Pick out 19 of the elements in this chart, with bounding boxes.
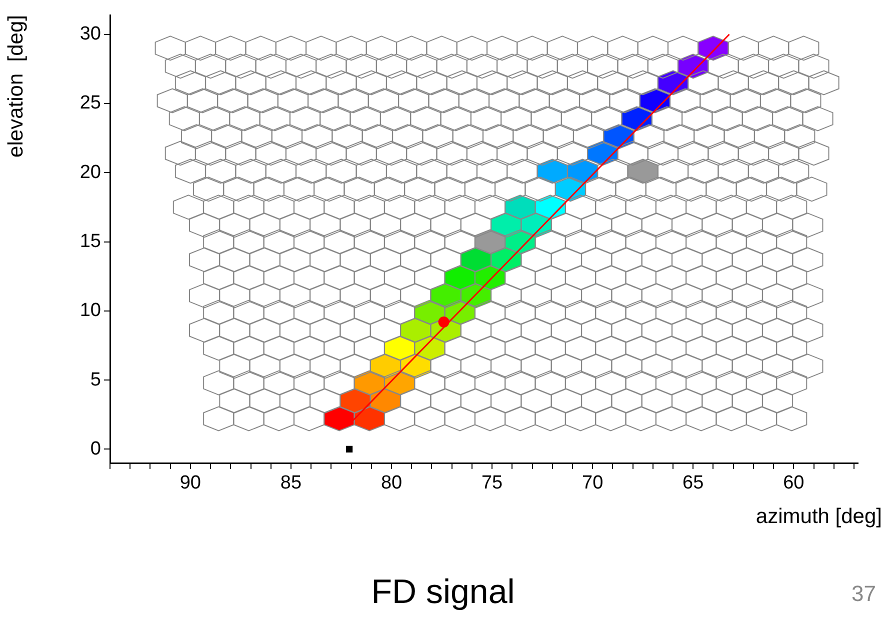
x-tick-label: 70 xyxy=(582,472,604,494)
y-tick-label: 0 xyxy=(90,438,101,460)
x-tick-label: 80 xyxy=(380,472,402,494)
x-tick-label: 85 xyxy=(280,472,302,494)
x-tick-label: 65 xyxy=(682,472,704,494)
y-tick-label: 10 xyxy=(80,300,101,322)
x-tick-label: 90 xyxy=(180,472,201,494)
x-tick-label: 60 xyxy=(783,472,804,494)
x-axis-title: azimuth [deg] xyxy=(756,504,882,530)
y-tick-label: 25 xyxy=(80,92,101,114)
point xyxy=(346,446,353,452)
text: 37 xyxy=(852,580,876,608)
y-tick-label: 15 xyxy=(80,231,101,252)
y-tick-label: 5 xyxy=(90,369,101,390)
y-tick-label: 30 xyxy=(80,24,101,45)
x-tick-label: 75 xyxy=(481,472,503,494)
text: FD signal xyxy=(371,573,515,611)
y-tick-label: 20 xyxy=(80,162,101,183)
y-axis-title: elevation [deg] xyxy=(4,15,28,158)
